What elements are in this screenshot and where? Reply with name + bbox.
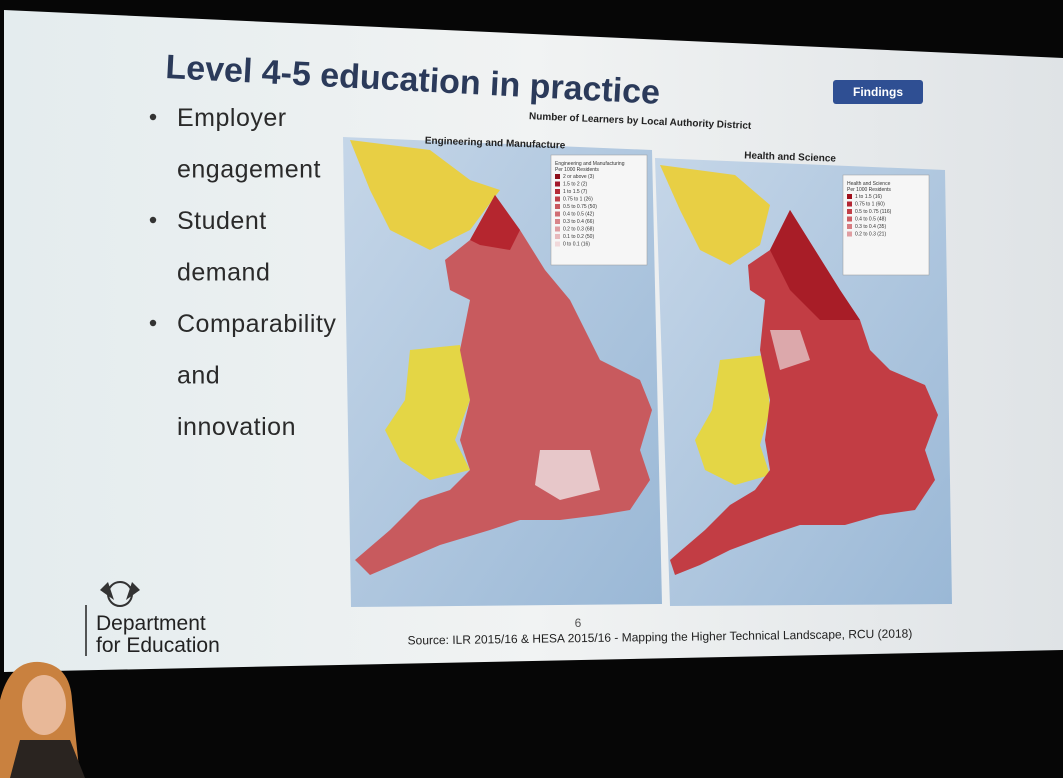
legend-label: 0.3 to 0.4 (66) <box>563 219 594 225</box>
legend-swatch <box>847 216 852 222</box>
legend-label: 0.75 to 1 (26) <box>563 197 593 203</box>
bullet-dot <box>149 216 157 224</box>
legend-label: 1 to 1.5 (16) <box>855 194 882 200</box>
logo-line: Department <box>96 612 206 635</box>
bullet-list: Employer engagement Student demand Comparabi… <box>149 104 336 441</box>
map-title: Engineering and Manufacture <box>425 136 566 152</box>
legend-label: 1.5 to 2 (2) <box>563 182 588 188</box>
legend-title: Per 1000 Residents <box>847 187 891 193</box>
crest-supporters <box>100 582 140 600</box>
legend-label: 0.3 to 0.4 (35) <box>855 224 886 230</box>
bullet-dot <box>149 113 157 121</box>
legend-title: Health and Science <box>847 181 891 187</box>
legend-label: 0.4 to 0.5 (42) <box>563 212 594 218</box>
legend-swatch <box>555 181 560 187</box>
midlands <box>770 330 810 370</box>
legend-label: 1 to 1.5 (7) <box>563 189 588 195</box>
bullet-text: Student <box>177 207 267 235</box>
legend-label: 0.4 to 0.5 (48) <box>855 217 886 223</box>
legend-label: 0 to 0.1 (16) <box>563 242 590 248</box>
legend-label: 0.2 to 0.3 (68) <box>563 227 594 233</box>
bullet-text: engagement <box>177 156 321 184</box>
wales <box>385 345 470 480</box>
legend-label: 0.5 to 0.75 (116) <box>855 209 892 215</box>
legend-label: 0.2 to 0.3 (21) <box>855 232 886 238</box>
legend-label: 0.5 to 0.75 (50) <box>563 204 597 210</box>
logo: Department for Education <box>85 581 220 657</box>
bullet-text: Comparability <box>177 310 336 338</box>
legend-label: 0.1 to 0.2 (50) <box>563 234 594 240</box>
legend-label: 0.75 to 1 (60) <box>855 202 885 208</box>
legend-label: 2 or above (3) <box>563 174 594 180</box>
legend-title: Engineering and Manufacturing <box>555 161 625 167</box>
bullet-dot <box>149 319 157 327</box>
london <box>535 450 600 500</box>
bullet-text: demand <box>177 259 270 287</box>
badge <box>833 80 923 104</box>
legend-swatch <box>847 201 852 207</box>
face <box>22 675 66 735</box>
badge-label: Findings <box>853 85 903 99</box>
legend-swatch <box>555 226 560 232</box>
north <box>770 210 860 320</box>
legend-swatch <box>847 194 852 199</box>
legend-swatch <box>555 219 560 224</box>
bullet-text: innovation <box>177 413 296 441</box>
map-title: Health and Science <box>744 150 836 164</box>
legend-swatch <box>847 224 852 229</box>
legend-swatch <box>555 234 560 239</box>
legend-swatch <box>847 231 852 237</box>
legend-swatch <box>555 174 560 179</box>
page-number: 6 <box>575 616 582 630</box>
legend-swatch <box>847 209 852 214</box>
wales <box>695 355 770 485</box>
legend-swatch <box>555 189 560 194</box>
legend-swatch <box>555 196 560 202</box>
legend <box>550 154 648 266</box>
presenter <box>0 661 85 778</box>
legend-swatch <box>555 241 560 247</box>
legend-swatch <box>555 204 560 209</box>
bullet-text: and <box>177 362 220 390</box>
bullet-text: Employer <box>177 104 287 132</box>
scotland <box>350 140 500 250</box>
north-east <box>470 195 520 250</box>
legend-title: Per 1000 Residents <box>555 167 599 173</box>
legend <box>842 174 930 276</box>
logo-line: for Education <box>96 634 220 657</box>
england <box>670 210 938 575</box>
body <box>10 740 85 778</box>
scotland <box>660 165 770 265</box>
legend-swatch <box>555 211 560 217</box>
